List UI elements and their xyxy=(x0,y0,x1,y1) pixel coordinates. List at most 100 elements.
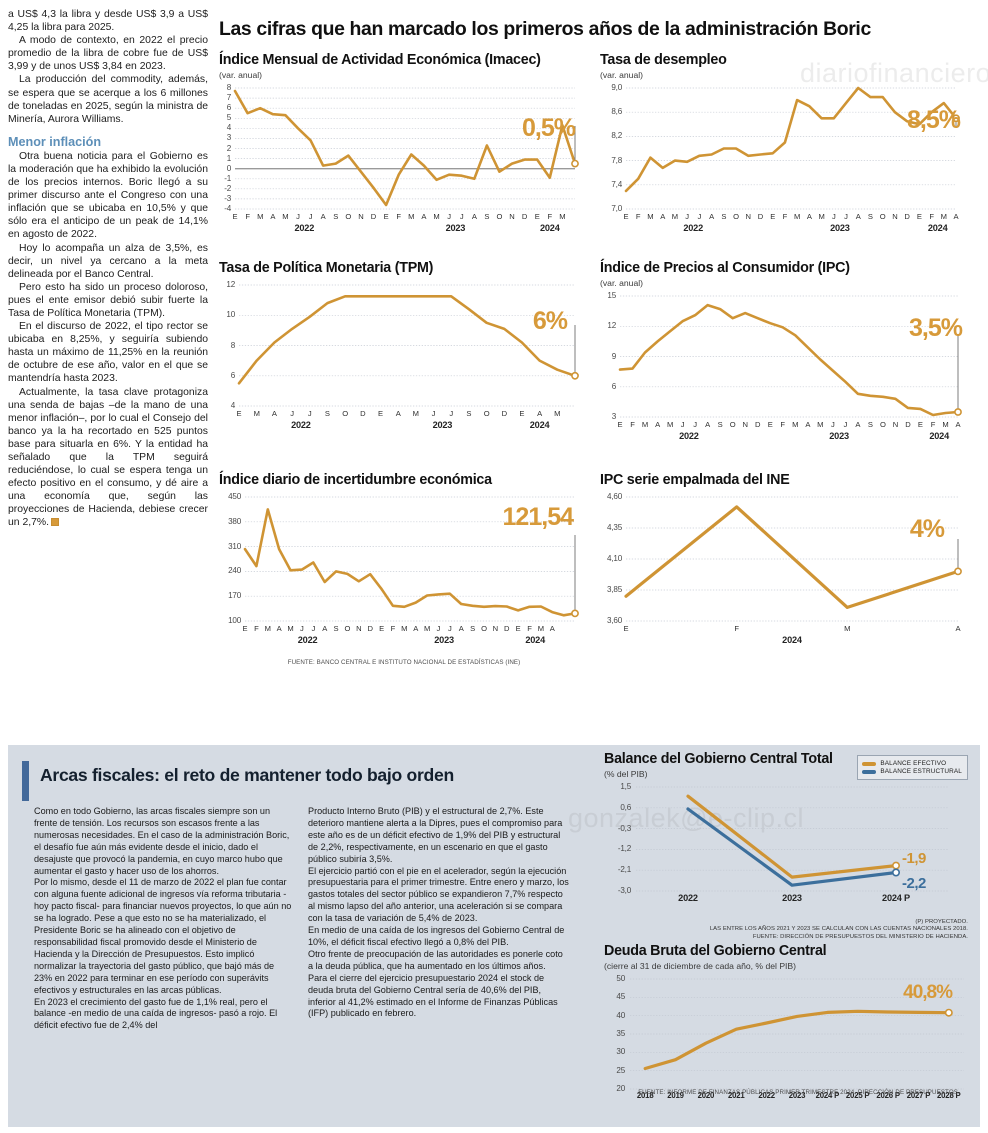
x-axis-tick-label: O xyxy=(481,624,487,633)
x-axis-tick-label: M xyxy=(940,212,947,221)
x-axis-tick-label: O xyxy=(342,409,348,418)
x-axis-tick-label: D xyxy=(754,420,761,429)
x-axis-tick-label: M xyxy=(408,212,415,221)
x-axis-tick-label: F xyxy=(527,624,532,633)
x-axis-tick-label: J xyxy=(300,624,304,633)
x-axis-tick-label: A xyxy=(655,420,661,429)
paragraph: En el discurso de 2022, el tipo rector s… xyxy=(8,321,208,385)
x-axis-year-label: 2022 xyxy=(297,635,318,645)
accent-rule xyxy=(22,761,29,801)
x-axis-year-label: 2023 xyxy=(829,431,849,441)
x-axis-category-label: 2022 xyxy=(758,1091,775,1100)
x-axis-tick-label: M xyxy=(433,212,440,221)
x-axis-tick-label: E xyxy=(515,624,521,633)
paragraph: A modo de contexto, en 2022 el precio pr… xyxy=(8,35,208,73)
x-axis-tick-label: O xyxy=(879,212,886,221)
x-axis-tick-label: F xyxy=(929,212,934,221)
chart-plot-area: 15 12 9 6 3 3,5% xyxy=(600,291,972,420)
y-axis-tick-label: 30 xyxy=(616,1047,625,1057)
x-axis-tick-label: M xyxy=(423,624,431,633)
y-axis-tick-label: 4 xyxy=(226,123,232,133)
chart-tpm: Tasa de Política Monetaria (TPM) 12 10 8 6 4… xyxy=(219,260,589,432)
chart-plot-area: 8 7 6 5 4 3 2 1 0 -1 -2 -3 -4 0,5% xyxy=(219,83,589,213)
x-axis-tick-label: M xyxy=(666,420,674,429)
x-axis-tick-label: A xyxy=(320,212,326,221)
x-axis-category-label: 2022 xyxy=(678,893,698,903)
x-axis-tick-label: A xyxy=(953,212,959,221)
x-axis-tick-label: S xyxy=(721,212,727,221)
x-axis-tick-label: J xyxy=(843,420,848,429)
y-axis-tick-label: 25 xyxy=(616,1065,625,1075)
x-axis-tick-label: D xyxy=(521,212,528,221)
chart-callout-value: 6% xyxy=(532,307,568,335)
y-axis-tick-label: 9,0 xyxy=(611,83,622,92)
legend-item: BALANCE EFECTIVO xyxy=(862,760,962,767)
x-axis-tick-label: E xyxy=(378,409,383,418)
x-axis-tick-label: N xyxy=(892,420,899,429)
x-axis-year-label: 2024 xyxy=(782,635,802,645)
x-axis-tick-label: E xyxy=(232,212,238,221)
x-axis-tick-label: E xyxy=(617,420,623,429)
x-axis-tick-label: E xyxy=(916,212,922,221)
x-axis-tick-label: J xyxy=(844,212,848,221)
chart-callout-value: 0,5% xyxy=(522,114,576,142)
x-axis-tick-label: E xyxy=(917,420,923,429)
legend-item: BALANCE ESTRUCTURAL xyxy=(862,768,962,775)
x-axis-tick-label: E xyxy=(534,212,540,221)
x-axis-year-label: 2024 xyxy=(529,420,550,430)
y-axis-tick-label: -0,3 xyxy=(617,823,631,833)
x-axis-tick-label: D xyxy=(503,624,510,633)
x-axis-tick-label: O xyxy=(733,212,739,221)
x-axis-tick-label: A xyxy=(955,420,961,429)
x-axis-tick-label: M xyxy=(253,409,260,418)
chart-balance-gobierno: Balance del Gobierno Central Total (% de… xyxy=(604,751,972,940)
y-axis-tick-label: 1,5 xyxy=(620,782,631,791)
x-axis-tick-label: D xyxy=(905,420,911,429)
x-axis-tick-label: M xyxy=(641,420,649,429)
y-axis-tick-label: 10 xyxy=(226,310,235,320)
x-axis-tick-label: J xyxy=(431,409,436,418)
x-axis-tick-label: F xyxy=(930,420,936,429)
paragraph-last: Actualmente, la tasa clave protagoniza u… xyxy=(8,386,208,530)
chart-note: (P) PROYECTADO. xyxy=(915,919,968,925)
x-axis-year-label: 2023 xyxy=(434,635,454,645)
bottom-charts-panel: Balance del Gobierno Central Total (% de… xyxy=(596,745,980,1127)
x-axis-tick-label: M xyxy=(817,420,824,429)
y-axis-tick-label: -1,2 xyxy=(617,844,631,854)
x-axis-category-label: 2021 xyxy=(728,1091,745,1100)
y-axis-tick-label: -2 xyxy=(224,183,231,193)
series-end-label: -1,9 xyxy=(902,849,926,867)
x-axis-tick-label: A xyxy=(413,624,419,633)
page-title: Las cifras que han marcado los primeros … xyxy=(219,18,871,40)
x-axis-tick-label: A xyxy=(705,420,711,429)
x-axis-tick-label: N xyxy=(892,212,898,221)
x-axis-tick-label: F xyxy=(635,212,641,221)
x-axis-tick-label: F xyxy=(390,624,396,633)
chart-title: Tasa de Política Monetaria (TPM) xyxy=(219,260,434,276)
x-axis-tick-label: E xyxy=(236,409,242,418)
chart-notes: (P) PROYECTADO. LAS ENTRE LOS AÑOS 2021 Y… xyxy=(638,919,968,941)
chart-plot-area: 50 45 40 35 30 25 20 40,8% xyxy=(604,974,974,1093)
x-axis-tick-label: F xyxy=(782,212,788,221)
x-axis-category-label: 2025 P xyxy=(845,1091,870,1100)
chart-legend: BALANCE EFECTIVO BALANCE ESTRUCTURAL xyxy=(857,755,968,780)
x-axis-tick-label: M xyxy=(942,420,949,429)
x-axis-tick-label: A xyxy=(805,420,811,429)
x-axis-tick-label: A xyxy=(322,624,328,633)
y-axis-tick-label: -3,0 xyxy=(617,886,631,895)
x-axis-tick-label: J xyxy=(693,420,697,429)
x-axis-category-labels: 2018 2019 2020 2021 2022 2023 2024 P 2025 P 2026… xyxy=(604,1091,974,1104)
x-axis-year-labels: 2022 2023 2024 xyxy=(219,420,589,432)
x-axis-year-labels: 2024 xyxy=(600,635,972,647)
x-axis-year-label: 2023 xyxy=(445,223,466,233)
x-axis-year-labels: 2022 2023 2024 xyxy=(219,635,589,647)
y-axis-tick-label: 7,8 xyxy=(611,155,622,165)
x-axis-category-label: 2023 xyxy=(782,893,802,903)
x-axis-tick-label: D xyxy=(501,409,507,418)
x-axis-year-label: 2024 xyxy=(927,223,948,233)
x-axis-year-label: 2023 xyxy=(830,223,850,233)
y-axis-tick-label: 4 xyxy=(230,401,236,410)
x-axis-tick-label: N xyxy=(745,212,751,221)
y-axis-tick-label: 240 xyxy=(228,566,241,576)
